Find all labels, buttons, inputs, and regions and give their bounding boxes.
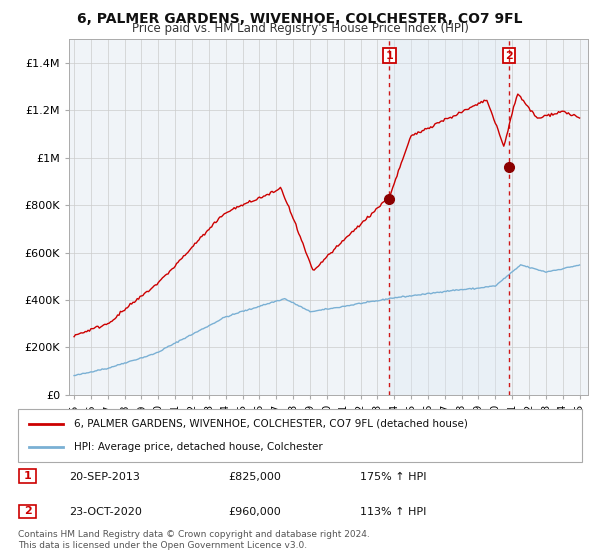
Text: This data is licensed under the Open Government Licence v3.0.: This data is licensed under the Open Gov… (18, 541, 307, 550)
Text: 20-SEP-2013: 20-SEP-2013 (69, 472, 140, 482)
Text: 1: 1 (24, 471, 31, 481)
Text: 2: 2 (505, 51, 513, 61)
Text: 113% ↑ HPI: 113% ↑ HPI (360, 507, 427, 517)
Text: £960,000: £960,000 (228, 507, 281, 517)
Text: 23-OCT-2020: 23-OCT-2020 (69, 507, 142, 517)
Text: HPI: Average price, detached house, Colchester: HPI: Average price, detached house, Colc… (74, 442, 323, 452)
Bar (389, 39, 509, 395)
Text: 2: 2 (24, 506, 31, 516)
Text: 6, PALMER GARDENS, WIVENHOE, COLCHESTER, CO7 9FL: 6, PALMER GARDENS, WIVENHOE, COLCHESTER,… (77, 12, 523, 26)
Text: 1: 1 (386, 51, 394, 61)
Text: Price paid vs. HM Land Registry's House Price Index (HPI): Price paid vs. HM Land Registry's House … (131, 22, 469, 35)
Text: £825,000: £825,000 (228, 472, 281, 482)
FancyBboxPatch shape (18, 409, 582, 462)
FancyBboxPatch shape (19, 469, 36, 483)
Text: 6, PALMER GARDENS, WIVENHOE, COLCHESTER, CO7 9FL (detached house): 6, PALMER GARDENS, WIVENHOE, COLCHESTER,… (74, 419, 468, 429)
Text: 175% ↑ HPI: 175% ↑ HPI (360, 472, 427, 482)
Text: Contains HM Land Registry data © Crown copyright and database right 2024.: Contains HM Land Registry data © Crown c… (18, 530, 370, 539)
FancyBboxPatch shape (19, 505, 36, 518)
